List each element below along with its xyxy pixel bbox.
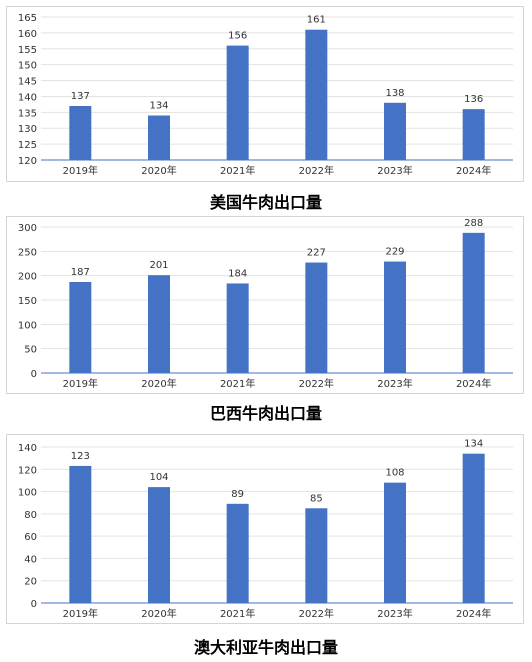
- bar: [462, 232, 485, 373]
- chart-australia: 0 20 40 60 80 100 120 140 123 2019年 104 2020年 89 2021…: [18, 439, 513, 620]
- y-tick-label: 145: [18, 77, 37, 88]
- chart-panel-australia: 0 20 40 60 80 100 120 140 123 2019年 104 2020年 89 2021…: [6, 434, 524, 624]
- y-tick-label: 0: [31, 599, 37, 610]
- bar: [148, 115, 170, 160]
- x-tick-label: 2021年: [220, 164, 255, 177]
- y-tick-label: 120: [18, 156, 37, 167]
- data-label: 85: [310, 493, 323, 504]
- chart-brazil: 0 50 100 150 200 250 300 187 2019年 201 2020年 184 202…: [18, 218, 513, 390]
- x-tick-label: 2022年: [299, 607, 334, 620]
- x-tick-label: 2023年: [377, 377, 412, 390]
- x-tick-label: 2020年: [141, 377, 176, 390]
- data-label: 161: [307, 15, 326, 26]
- y-tick-label: 40: [24, 554, 37, 565]
- data-label: 229: [385, 247, 404, 258]
- x-tick-label: 2022年: [299, 164, 334, 177]
- data-label: 227: [307, 248, 326, 259]
- x-tick-label: 2023年: [377, 164, 412, 177]
- chart-title-australia: 澳大利亚牛肉出口量: [193, 638, 338, 657]
- x-tick-label: 2020年: [141, 607, 176, 620]
- x-tick-label: 2024年: [456, 377, 491, 390]
- bar: [384, 482, 406, 603]
- x-tick-label: 2019年: [63, 164, 98, 177]
- data-label: 108: [385, 468, 404, 479]
- y-tick-label: 80: [24, 510, 37, 521]
- data-label: 138: [385, 88, 404, 99]
- data-label: 134: [149, 101, 168, 112]
- y-tick-label: 135: [18, 108, 37, 119]
- x-tick-label: 2019年: [63, 607, 98, 620]
- chart-panel-usa: 120 125 130 135 140 145 150 155 160 165 137 2019年 13…: [6, 6, 524, 182]
- x-tick-label: 2023年: [377, 607, 412, 620]
- data-label: 134: [464, 439, 483, 450]
- bar: [69, 465, 92, 603]
- data-label: 184: [228, 268, 247, 279]
- bar: [148, 487, 170, 603]
- bar: [462, 109, 485, 160]
- y-tick-label: 160: [18, 29, 37, 40]
- x-tick-label: 2021年: [220, 607, 255, 620]
- data-label: 156: [228, 31, 247, 42]
- bar: [384, 261, 406, 373]
- data-label: 201: [149, 260, 168, 271]
- y-tick-label: 300: [18, 223, 37, 234]
- y-tick-label: 250: [18, 247, 37, 258]
- chart-title-brazil: 巴西牛肉出口量: [209, 404, 322, 423]
- data-label: 123: [71, 451, 90, 462]
- data-label: 187: [71, 267, 90, 278]
- y-tick-label: 120: [18, 465, 37, 476]
- chart-panel-brazil: 0 50 100 150 200 250 300 187 2019年 201 2020年 184 202…: [6, 216, 524, 394]
- x-tick-label: 2022年: [299, 377, 334, 390]
- bar: [384, 102, 406, 160]
- bar: [226, 283, 249, 373]
- data-label: 136: [464, 94, 483, 105]
- y-tick-label: 100: [18, 320, 37, 331]
- y-tick-label: 20: [24, 577, 37, 588]
- y-tick-label: 50: [24, 345, 37, 356]
- y-tick-label: 140: [18, 443, 37, 454]
- y-tick-label: 125: [18, 140, 37, 151]
- x-tick-label: 2021年: [220, 377, 255, 390]
- bar: [305, 508, 328, 603]
- bar: [148, 275, 170, 373]
- bar: [305, 262, 328, 373]
- bar: [305, 29, 328, 161]
- y-tick-label: 140: [18, 92, 37, 103]
- y-tick-label: 0: [31, 369, 37, 380]
- data-label: 288: [464, 218, 483, 229]
- x-tick-label: 2024年: [456, 164, 491, 177]
- y-tick-label: 130: [18, 124, 37, 135]
- y-tick-label: 60: [24, 532, 37, 543]
- data-label: 89: [231, 489, 244, 500]
- bar: [226, 45, 249, 160]
- x-tick-label: 2024年: [456, 607, 491, 620]
- y-tick-label: 165: [18, 13, 37, 24]
- chart-usa: 120 125 130 135 140 145 150 155 160 165 137 2019年 13…: [18, 13, 513, 177]
- y-tick-label: 150: [18, 61, 37, 72]
- chart-title-usa: 美国牛肉出口量: [209, 193, 322, 212]
- y-tick-label: 200: [18, 272, 37, 283]
- bar: [69, 105, 92, 160]
- bar: [462, 453, 485, 603]
- bar: [226, 503, 249, 603]
- data-label: 104: [149, 472, 168, 483]
- y-tick-label: 100: [18, 488, 37, 499]
- x-tick-label: 2020年: [141, 164, 176, 177]
- x-tick-label: 2019年: [63, 377, 98, 390]
- y-tick-label: 150: [18, 296, 37, 307]
- bar: [69, 281, 92, 373]
- data-label: 137: [71, 91, 90, 102]
- y-tick-label: 155: [18, 45, 37, 56]
